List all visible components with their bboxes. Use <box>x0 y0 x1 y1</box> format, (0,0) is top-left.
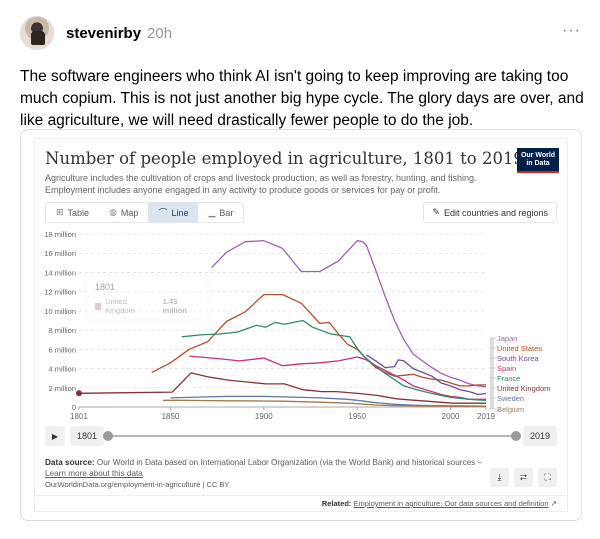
series-line-united-kingdom[interactable] <box>78 372 486 404</box>
owid-chart-frame: Number of people employed in agriculture… <box>34 138 568 512</box>
tooltip-row: United Kingdom 1.43 million <box>95 297 199 315</box>
series-line-japan[interactable] <box>211 240 487 388</box>
tab-table[interactable]: ⊞ Table <box>46 203 99 222</box>
owid-logo[interactable]: Our World in Data <box>517 148 559 173</box>
pencil-icon: ✎ <box>432 207 440 217</box>
x-tick-label: 1950 <box>348 412 366 421</box>
series-line-spain[interactable] <box>189 355 486 400</box>
y-tick-label: 12 million <box>44 288 76 297</box>
post-header: stevenirby 20h ··· <box>20 14 585 52</box>
tooltip-year: 1801 <box>95 282 116 292</box>
tooltip-country: United Kingdom <box>105 297 135 315</box>
tab-bar[interactable]: ▁ Bar <box>198 203 243 222</box>
tab-map[interactable]: ◍ Map <box>99 203 148 222</box>
legend-label[interactable]: United States <box>497 344 542 353</box>
legend-label[interactable]: Japan <box>497 334 517 343</box>
edit-countries-label: Edit countries and regions <box>443 207 548 218</box>
data-source-text: Our World in Data based on International… <box>94 458 483 467</box>
share-button[interactable]: ⮂ <box>514 468 533 487</box>
y-tick-label: 6 million <box>48 345 76 354</box>
play-button[interactable]: ▶ <box>45 426 65 446</box>
username[interactable]: stevenirby <box>66 24 142 42</box>
tab-label: Bar <box>219 207 234 218</box>
chart-subtitle: Agriculture includes the cultivation of … <box>45 173 477 195</box>
data-source-label: Data source: <box>45 458 95 467</box>
timeline-start-year[interactable]: 1801 <box>70 426 105 446</box>
post-timestamp: 20h <box>147 24 173 42</box>
y-tick-label: 10 million <box>44 307 76 316</box>
more-options-icon[interactable]: ··· <box>562 22 581 39</box>
legend-label[interactable]: Spain <box>497 364 516 373</box>
logo-line-2: in Data <box>526 160 550 167</box>
play-icon: ▶ <box>51 431 59 441</box>
chart-tooltip: 1801 United Kingdom 1.43 million <box>87 277 207 319</box>
download-button[interactable]: ⤓ <box>490 468 509 487</box>
edit-countries-button[interactable]: ✎ Edit countries and regions <box>423 202 557 223</box>
legend-label[interactable]: France <box>497 374 520 383</box>
data-source: Data source: Our World in Data based on … <box>45 457 485 479</box>
learn-more-link[interactable]: Learn more about this data <box>45 469 143 478</box>
related-label: Related: <box>321 499 352 508</box>
legend-label[interactable]: South Korea <box>497 354 540 363</box>
timeline-end-year[interactable]: 2019 <box>522 426 557 446</box>
y-tick-label: 8 million <box>48 326 76 335</box>
download-icon: ⤓ <box>497 472 502 482</box>
x-tick-label: 2000 <box>442 412 460 421</box>
timeline: ▶ 1801 2019 <box>45 426 557 446</box>
legend-label[interactable]: Belgium <box>497 405 524 414</box>
external-link-icon: ↗ <box>550 499 557 508</box>
y-tick-label: 16 million <box>44 249 76 258</box>
timeline-start-handle[interactable] <box>103 431 113 441</box>
fullscreen-icon: ⛶ <box>544 472 551 482</box>
line-chart-icon: ⌒ <box>158 208 168 218</box>
x-tick-label: 2019 <box>477 412 495 421</box>
share-icon: ⮂ <box>519 472 528 482</box>
series-line-south-korea[interactable] <box>366 354 487 396</box>
table-icon: ⊞ <box>56 207 64 217</box>
legend-label[interactable]: United Kingdom <box>497 384 550 393</box>
x-tick-label: 1801 <box>70 412 88 421</box>
tooltip-value: 1.43 million <box>162 297 187 315</box>
tab-line[interactable]: ⌒ Line <box>148 203 199 222</box>
timeline-end-handle[interactable] <box>511 431 521 441</box>
avatar[interactable] <box>20 16 54 50</box>
y-tick-label: 14 million <box>44 268 76 277</box>
y-tick-label: 0 <box>72 403 76 412</box>
y-tick-label: 4 million <box>48 365 76 374</box>
chart-actions: ⤓ ⮂ ⛶ <box>490 468 557 487</box>
bar-chart-icon: ▁ <box>208 207 216 217</box>
x-tick-label: 1900 <box>255 412 273 421</box>
line-chart[interactable]: 0 2 million 4 million 6 million 8 million 10 … <box>35 229 569 424</box>
post-text: The software engineers who think AI isn'… <box>20 68 584 129</box>
series-line-belgium[interactable] <box>163 399 487 408</box>
source-url[interactable]: OurWorldinData.org/employment-in-agricul… <box>45 480 230 489</box>
tooltip-swatch <box>95 302 102 310</box>
chart-title: Number of people employed in agriculture… <box>45 149 524 168</box>
fullscreen-button[interactable]: ⛶ <box>538 468 557 487</box>
logo-line-1: Our World <box>520 152 556 159</box>
chart-view-tabs: ⊞ Table ◍ Map ⌒ Line ▁ Bar <box>45 202 245 223</box>
hover-marker <box>76 390 82 397</box>
legend-label[interactable]: Sweden <box>497 394 524 403</box>
globe-icon: ◍ <box>109 207 117 217</box>
series-line-france[interactable] <box>181 319 487 401</box>
related-link[interactable]: Employment in agriculture: Our data sour… <box>353 499 549 508</box>
tab-label: Table <box>67 207 90 218</box>
y-tick-label: 2 million <box>48 384 76 393</box>
x-tick-label: 1850 <box>162 412 180 421</box>
embedded-chart-card[interactable]: Number of people employed in agriculture… <box>20 129 582 521</box>
timeline-slider-track[interactable] <box>108 435 516 437</box>
related-bar: Related: Employment in agriculture: Our … <box>35 495 567 512</box>
tab-label: Map <box>120 207 139 218</box>
tab-label: Line <box>171 207 189 218</box>
y-tick-label: 18 million <box>44 230 76 239</box>
